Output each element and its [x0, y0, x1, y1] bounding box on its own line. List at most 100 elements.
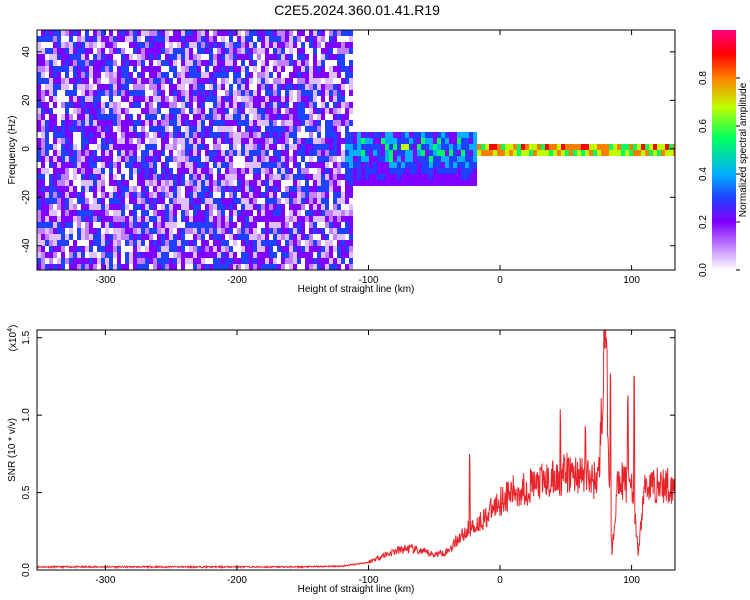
heatmap-cell [325, 204, 329, 210]
heatmap-cell [57, 258, 61, 264]
heatmap-cell [201, 210, 205, 216]
snr-y-tick-label: 0.5 [21, 485, 32, 499]
heatmap-cell [437, 138, 441, 144]
heatmap-cell [337, 144, 341, 150]
heatmap-cell [233, 102, 237, 108]
heatmap-cell [601, 150, 605, 156]
heatmap-cell [145, 258, 149, 264]
colorbar-tick-label: 0.0 [698, 263, 709, 277]
heatmap-cell [145, 216, 149, 222]
heatmap-cell [641, 144, 645, 150]
heatmap-cell [329, 162, 333, 168]
heatmap-cell [201, 90, 205, 96]
heatmap-cell [277, 246, 281, 252]
heatmap-cell [525, 144, 529, 150]
heatmap-cell [273, 174, 277, 180]
heatmap-cell [61, 252, 65, 258]
heatmap-cell [65, 102, 69, 108]
heatmap-cell [281, 42, 285, 48]
heatmap-cell [177, 204, 181, 210]
heatmap-cell [161, 30, 165, 36]
heatmap-cell [37, 42, 41, 48]
heatmap-cell [321, 180, 325, 186]
heatmap-cell [105, 240, 109, 246]
heatmap-cell [337, 84, 341, 90]
heatmap-cell [53, 216, 57, 222]
heatmap-cell [237, 126, 241, 132]
heatmap-cell [69, 72, 73, 78]
heatmap-cell [241, 36, 245, 42]
heatmap-cell [369, 138, 373, 144]
heatmap-cell [369, 162, 373, 168]
heatmap-cell [265, 126, 269, 132]
heatmap-cell [241, 222, 245, 228]
heatmap-cell [129, 222, 133, 228]
snr-series-line [37, 330, 675, 570]
heatmap-cell [237, 258, 241, 264]
heatmap-cell [345, 126, 349, 132]
heatmap-cell [97, 90, 101, 96]
heatmap-cell [185, 72, 189, 78]
heatmap-cell [593, 150, 597, 156]
heatmap-cell [169, 132, 173, 138]
heatmap-cell [345, 240, 349, 246]
heatmap-cell [373, 144, 377, 150]
heatmap-cell [261, 120, 265, 126]
heatmap-cell [61, 42, 65, 48]
heatmap-cell [409, 138, 413, 144]
heatmap-cell [265, 264, 269, 270]
heatmap-cell [153, 42, 157, 48]
heatmap-cell [49, 186, 53, 192]
heatmap-cell [357, 144, 361, 150]
heatmap-cell [81, 264, 85, 270]
heatmap-cell [69, 264, 73, 270]
heatmap-cell [465, 144, 469, 150]
heatmap-cell [265, 252, 269, 258]
heatmap-cell [201, 168, 205, 174]
heatmap-cell [405, 138, 409, 144]
heatmap-cell [193, 78, 197, 84]
heatmap-cell [153, 204, 157, 210]
heatmap-cell [157, 156, 161, 162]
heatmap-cell [197, 162, 201, 168]
heatmap-cell [449, 174, 453, 180]
heatmap-cell [313, 180, 317, 186]
heatmap-cell [421, 150, 425, 156]
heatmap-cell [233, 138, 237, 144]
heatmap-cell [77, 210, 81, 216]
heatmap-cell [161, 90, 165, 96]
heatmap-cell [309, 198, 313, 204]
heatmap-cell [313, 108, 317, 114]
heatmap-cell [113, 150, 117, 156]
heatmap-cell [373, 156, 377, 162]
heatmap-cell [289, 246, 293, 252]
heatmap-cell [145, 180, 149, 186]
heatmap-cell [637, 150, 641, 156]
heatmap-cell [73, 54, 77, 60]
heatmap-cell [177, 192, 181, 198]
heatmap-cell [145, 186, 149, 192]
heatmap-cell [69, 246, 73, 252]
heatmap-cell [241, 60, 245, 66]
heatmap-cell [169, 174, 173, 180]
heatmap-cell [305, 84, 309, 90]
heatmap-cell [97, 36, 101, 42]
heatmap-cell [101, 204, 105, 210]
heatmap-cell [213, 72, 217, 78]
heatmap-cell [161, 144, 165, 150]
heatmap-cell [325, 240, 329, 246]
heatmap-cell [57, 84, 61, 90]
heatmap-cell [305, 210, 309, 216]
heatmap-cell [93, 78, 97, 84]
heatmap-cell [201, 234, 205, 240]
heatmap-cell [205, 216, 209, 222]
heatmap-cell [117, 198, 121, 204]
heatmap-cell [133, 168, 137, 174]
heatmap-cell [261, 132, 265, 138]
heatmap-cell [401, 144, 405, 150]
heatmap-cell [81, 114, 85, 120]
heatmap-cell [133, 132, 137, 138]
heatmap-cell [245, 234, 249, 240]
heatmap-cell [81, 174, 85, 180]
heatmap-cell [449, 150, 453, 156]
